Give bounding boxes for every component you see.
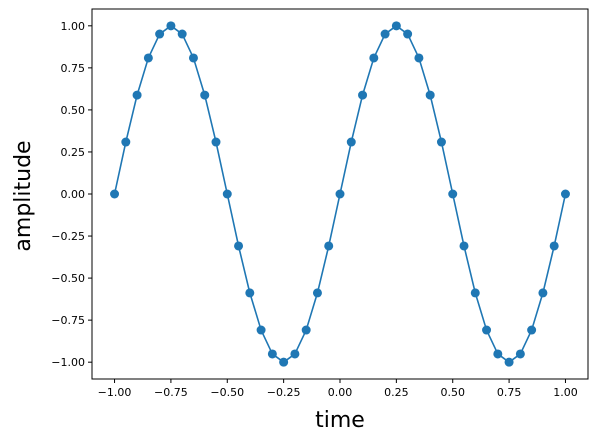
y-tick-label: −0.25 xyxy=(51,230,85,243)
data-point xyxy=(188,53,198,63)
data-point xyxy=(222,189,232,199)
data-point xyxy=(110,189,120,199)
data-point xyxy=(301,325,311,335)
x-axis-ticks: −1.00 −0.75 −0.50 −0.25 0.00 0.25 0.50 0.75 1.00 xyxy=(98,379,578,399)
y-tick-label: 1.00 xyxy=(61,20,86,33)
y-tick-label: 0.00 xyxy=(61,188,86,201)
data-point xyxy=(155,29,165,39)
data-point xyxy=(312,288,322,298)
data-point xyxy=(459,241,469,251)
data-point xyxy=(245,288,255,298)
y-tick-label: 0.25 xyxy=(61,146,86,159)
data-point xyxy=(414,53,424,63)
data-point xyxy=(369,53,379,63)
x-tick-label: 0.75 xyxy=(497,386,522,399)
data-point xyxy=(358,90,368,100)
data-point xyxy=(200,90,210,100)
data-point xyxy=(143,53,153,63)
data-point xyxy=(380,29,390,39)
data-point xyxy=(403,29,413,39)
x-tick-label: −0.50 xyxy=(210,386,244,399)
data-point xyxy=(177,29,187,39)
x-tick-label: −1.00 xyxy=(98,386,132,399)
data-point xyxy=(324,241,334,251)
data-point xyxy=(256,325,266,335)
data-point xyxy=(279,357,289,367)
data-point xyxy=(538,288,548,298)
data-point xyxy=(470,288,480,298)
data-point xyxy=(166,21,176,31)
data-point xyxy=(211,137,221,147)
x-tick-label: 0.50 xyxy=(440,386,465,399)
x-tick-label: 1.00 xyxy=(553,386,578,399)
x-tick-label: −0.75 xyxy=(154,386,188,399)
data-point xyxy=(335,189,345,199)
data-point xyxy=(560,189,570,199)
data-point xyxy=(493,349,503,359)
data-point xyxy=(391,21,401,31)
data-point xyxy=(448,189,458,199)
data-point xyxy=(504,357,514,367)
data-point xyxy=(234,241,244,251)
y-tick-label: −0.75 xyxy=(51,314,85,327)
data-point xyxy=(515,349,525,359)
data-point xyxy=(549,241,559,251)
x-tick-label: 0.25 xyxy=(384,386,409,399)
y-tick-label: 0.75 xyxy=(61,62,86,75)
data-point xyxy=(436,137,446,147)
y-axis-label: amplitude xyxy=(11,140,36,251)
data-point xyxy=(290,349,300,359)
data-point xyxy=(482,325,492,335)
x-axis-label: time xyxy=(315,408,365,433)
y-tick-label: 0.50 xyxy=(61,104,86,117)
data-point xyxy=(132,90,142,100)
data-point xyxy=(527,325,537,335)
data-point xyxy=(425,90,435,100)
x-tick-label: 0.00 xyxy=(328,386,353,399)
series-layer xyxy=(110,21,570,367)
data-point xyxy=(121,137,131,147)
data-point xyxy=(267,349,277,359)
y-axis-ticks: −1.00 −0.75 −0.50 −0.25 0.00 0.25 0.50 0.75 1.00 xyxy=(51,20,92,369)
y-tick-label: −1.00 xyxy=(51,356,85,369)
data-point xyxy=(346,137,356,147)
y-tick-label: −0.50 xyxy=(51,272,85,285)
x-tick-label: −0.25 xyxy=(267,386,301,399)
